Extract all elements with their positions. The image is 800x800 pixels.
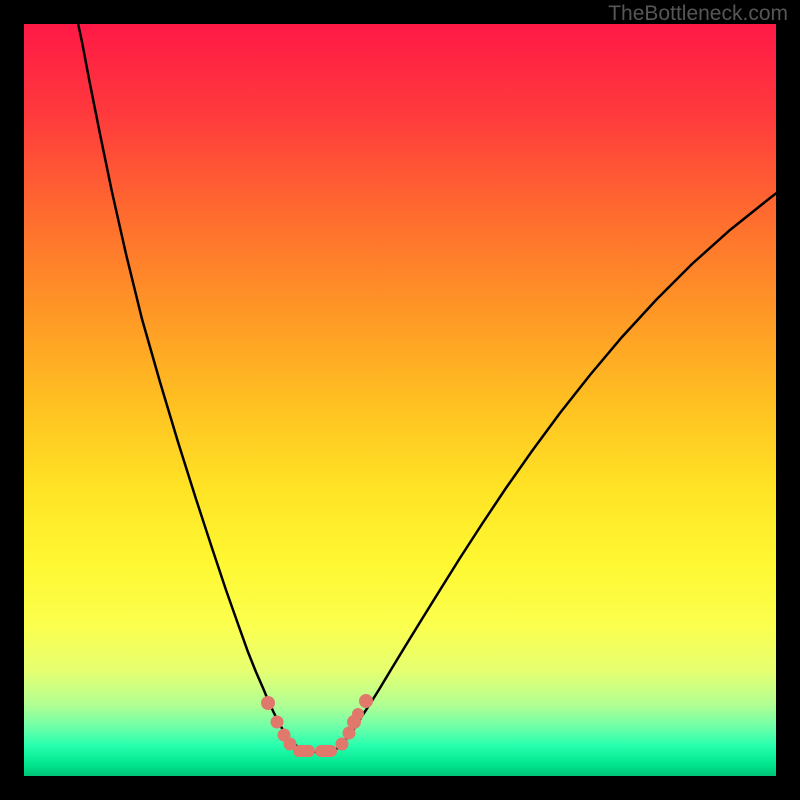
data-marker [293,745,315,757]
watermark-text: TheBottleneck.com [608,2,788,26]
data-marker [261,696,275,710]
marker-layer [24,24,776,776]
data-marker [271,716,284,729]
data-marker [336,738,349,751]
chart-frame [24,24,776,776]
plot-area [24,24,776,776]
data-marker [359,694,373,708]
data-marker [352,708,364,720]
data-marker [315,745,337,757]
